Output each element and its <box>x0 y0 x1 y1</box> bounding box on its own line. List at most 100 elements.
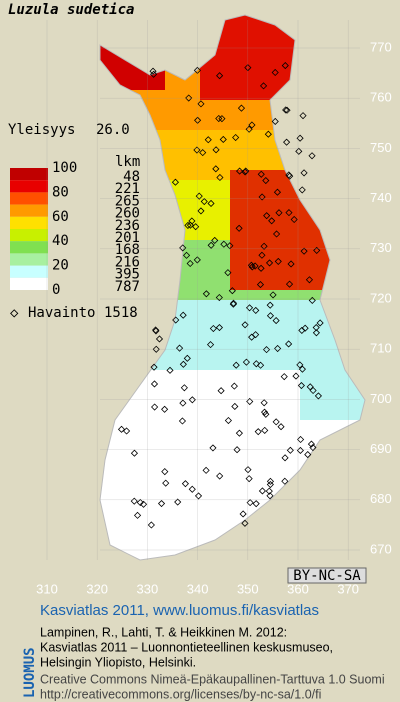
observation-marker <box>256 281 265 289</box>
observation-marker <box>314 392 322 400</box>
observation-marker <box>149 67 157 75</box>
observation-marker <box>281 454 289 462</box>
legend-swatch <box>10 168 48 181</box>
legend-count: 260 <box>115 206 140 222</box>
observation-marker <box>263 212 271 220</box>
observation-marker <box>275 209 283 217</box>
observation-marker <box>233 446 241 454</box>
observation-marker <box>272 317 280 325</box>
observation-marker <box>307 440 315 448</box>
observation-marker <box>257 170 265 178</box>
observation-marker <box>206 341 215 349</box>
observation-marker <box>230 382 238 390</box>
observation-marker <box>260 399 268 407</box>
observation-marker <box>179 311 187 319</box>
y-grid-label: 680 <box>370 491 392 506</box>
observation-marker <box>130 449 139 457</box>
observation-marker <box>248 121 256 129</box>
y-grid-label: 760 <box>370 90 392 105</box>
legend-count: 265 <box>115 193 140 209</box>
observation-marker <box>252 331 260 339</box>
observation-marker <box>216 72 224 80</box>
observation-marker <box>147 521 155 529</box>
observation-marker <box>235 224 243 232</box>
observation-marker <box>245 304 254 312</box>
observation-marker <box>257 264 265 272</box>
observation-marker <box>247 261 255 269</box>
observation-marker <box>136 498 144 507</box>
observation-marker <box>197 100 205 108</box>
observation-marker <box>186 221 194 229</box>
observation-marker <box>150 363 158 371</box>
observation-marker <box>308 152 316 160</box>
observation-marker <box>295 147 303 155</box>
observation-marker <box>174 498 182 506</box>
observation-marker <box>262 410 270 418</box>
frequency-label: Yleisyys <box>8 122 75 138</box>
observation-marker <box>207 199 215 208</box>
observation-marker <box>306 383 314 391</box>
observation-marker <box>285 209 293 217</box>
legend-scale-label: 60 <box>52 209 69 225</box>
legend-swatch <box>10 253 48 266</box>
x-grid-label: 350 <box>237 581 259 596</box>
observation-marker <box>232 361 240 369</box>
y-grid-label: 690 <box>370 441 392 456</box>
observation-marker <box>280 373 288 381</box>
observation-marker <box>171 178 179 186</box>
observation-marker <box>260 82 268 90</box>
observation-marker <box>180 384 188 392</box>
observation-marker <box>286 446 294 454</box>
observation-marker <box>218 115 226 123</box>
observation-marker <box>184 221 192 229</box>
y-grid-label: 720 <box>370 290 392 305</box>
observation-marker <box>260 242 268 250</box>
observation-marker <box>162 479 170 487</box>
observation-marker <box>181 480 189 488</box>
observation-marker <box>245 125 253 133</box>
legend-scale-label: 100 <box>52 160 77 176</box>
observation-marker <box>297 381 305 390</box>
observation-marker <box>241 321 249 329</box>
observation-marker <box>266 480 274 489</box>
observation-marker <box>224 269 232 277</box>
legend-scale-label: 80 <box>52 184 69 200</box>
observation-marker <box>185 94 193 102</box>
observation-marker <box>178 417 187 425</box>
observation-marker <box>186 259 194 268</box>
observation-marker <box>252 360 260 368</box>
x-grid-label: 370 <box>337 581 359 596</box>
observation-marker <box>268 217 276 225</box>
observation-marker <box>269 291 277 299</box>
observation-marker <box>133 511 142 519</box>
observation-marker <box>262 176 270 185</box>
observation-marker <box>239 510 247 518</box>
observation-marker <box>316 319 324 327</box>
observation-marker <box>283 106 291 114</box>
observation-marker <box>285 280 294 288</box>
observation-marker <box>123 427 131 435</box>
observation-marker <box>283 138 291 146</box>
observation-marker <box>183 251 191 259</box>
legend-count: 221 <box>115 181 140 197</box>
observation-marker <box>290 215 298 224</box>
y-grid-label: 750 <box>370 140 392 155</box>
count-header: lkm <box>115 154 140 170</box>
observation-marker <box>254 428 262 436</box>
legend-scale-label: 40 <box>52 233 69 249</box>
observation-marker <box>262 346 271 354</box>
observation-marker <box>266 301 274 309</box>
observation-marker <box>245 475 253 483</box>
y-grid-label: 710 <box>370 341 392 356</box>
legend-swatch <box>10 216 48 229</box>
observation-marker <box>285 340 293 348</box>
observation-marker <box>229 299 238 307</box>
observation-marker <box>183 354 191 362</box>
title: Luzula sudetica <box>8 2 134 18</box>
legend-count: 168 <box>115 242 140 258</box>
citation-line: Kasviatlas 2011 – Luonnontieteellinen ke… <box>40 640 333 654</box>
x-grid-label: 330 <box>137 581 159 596</box>
observations-value: 1518 <box>104 305 138 321</box>
legend-count: 48 <box>123 169 140 185</box>
observation-marker <box>298 326 306 334</box>
